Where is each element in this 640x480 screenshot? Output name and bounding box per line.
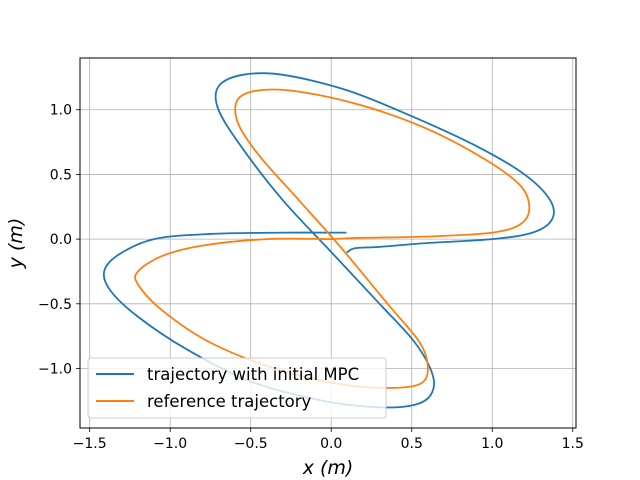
- legend: trajectory with initial MPC reference tr…: [87, 357, 387, 419]
- y-tick-label: 0.0: [50, 232, 72, 248]
- series-line-reference: [134, 88, 531, 389]
- y-axis-label: y (m): [5, 218, 27, 270]
- x-tick-label: 0.0: [320, 436, 342, 452]
- x-tick-label: 0.5: [401, 436, 423, 452]
- x-tick-label: 1.5: [562, 436, 584, 452]
- x-tick-label: −1.0: [153, 436, 187, 452]
- series-layer: [102, 72, 555, 409]
- legend-label-initial-mpc: trajectory with initial MPC: [147, 365, 359, 384]
- legend-box: [87, 357, 387, 419]
- y-tick-label: 1.0: [50, 103, 72, 119]
- ticks: −1.5 −1.0 −0.5 0.0 0.5 1.0 1.5 −1.0 −0.5 0.0 0.5 1.…: [38, 103, 584, 452]
- y-tick-label: −0.5: [38, 297, 72, 313]
- x-axis-label: x (m): [302, 457, 354, 479]
- y-tick-label: −1.0: [38, 361, 72, 377]
- axes-frame: [79, 57, 577, 429]
- x-tick-label: −1.5: [73, 436, 107, 452]
- x-tick-label: 1.0: [481, 436, 503, 452]
- x-tick-label: −0.5: [234, 436, 268, 452]
- y-tick-label: 0.5: [50, 167, 72, 183]
- legend-label-reference: reference trajectory: [147, 392, 312, 411]
- series-line-initial-mpc: [102, 72, 555, 409]
